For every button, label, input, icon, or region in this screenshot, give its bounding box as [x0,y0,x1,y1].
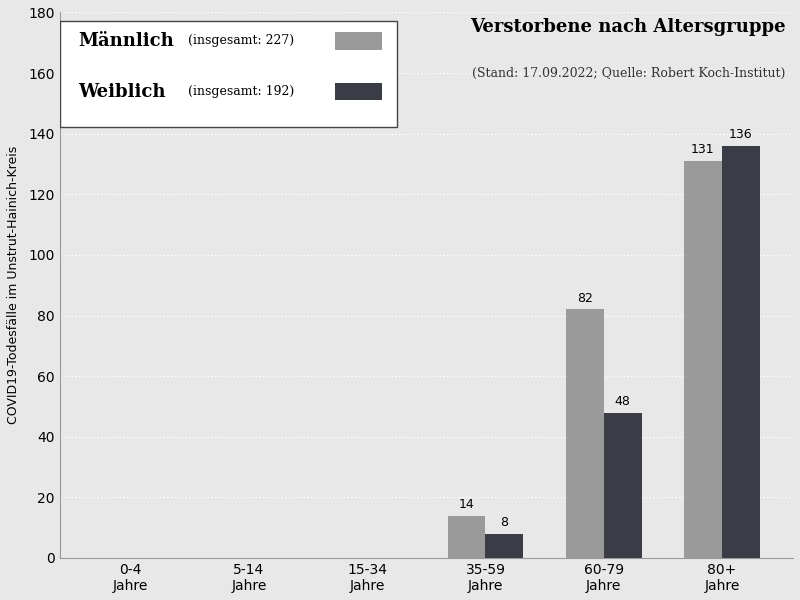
Bar [566,310,604,558]
Bar [684,161,722,558]
Text: (Stand: 17.09.2022; Quelle: Robert Koch-Institut): (Stand: 17.09.2022; Quelle: Robert Koch-… [472,67,786,80]
Text: 14: 14 [458,498,474,511]
FancyBboxPatch shape [334,83,382,100]
Text: 8: 8 [500,516,508,529]
Text: 136: 136 [729,128,753,141]
Text: 131: 131 [691,143,714,157]
Text: (insgesamt: 192): (insgesamt: 192) [188,85,294,98]
Text: 48: 48 [614,395,630,408]
Text: Männlich: Männlich [78,32,174,50]
Bar [604,413,642,558]
Text: 82: 82 [577,292,593,305]
Text: (insgesamt: 227): (insgesamt: 227) [188,34,294,47]
Bar [722,146,760,558]
FancyBboxPatch shape [334,32,382,50]
Text: Weiblich: Weiblich [78,83,166,101]
Y-axis label: COVID19-Todesfälle im Unstrut-Hainich-Kreis: COVID19-Todesfälle im Unstrut-Hainich-Kr… [7,146,20,424]
Bar [448,515,486,558]
Bar [486,534,523,558]
FancyBboxPatch shape [60,20,397,127]
Text: Verstorbene nach Altersgruppe: Verstorbene nach Altersgruppe [470,18,786,36]
